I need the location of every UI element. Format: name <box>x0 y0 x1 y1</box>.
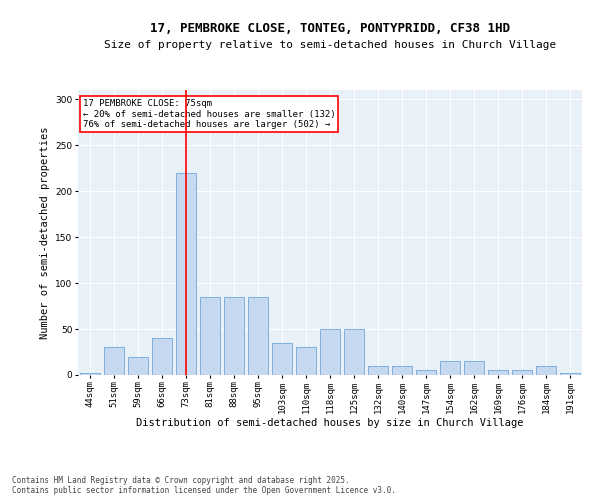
Bar <box>392 366 412 375</box>
Bar <box>368 366 388 375</box>
Bar <box>536 366 556 375</box>
Text: 17, PEMBROKE CLOSE, TONTEG, PONTYPRIDD, CF38 1HD: 17, PEMBROKE CLOSE, TONTEG, PONTYPRIDD, … <box>150 22 510 36</box>
X-axis label: Distribution of semi-detached houses by size in Church Village: Distribution of semi-detached houses by … <box>136 418 524 428</box>
Bar <box>80 373 100 375</box>
Bar <box>560 373 580 375</box>
Bar <box>440 361 460 375</box>
Bar <box>272 343 292 375</box>
Bar <box>152 338 172 375</box>
Bar <box>416 370 436 375</box>
Text: Contains HM Land Registry data © Crown copyright and database right 2025.
Contai: Contains HM Land Registry data © Crown c… <box>12 476 396 495</box>
Text: 17 PEMBROKE CLOSE: 75sqm
← 20% of semi-detached houses are smaller (132)
76% of : 17 PEMBROKE CLOSE: 75sqm ← 20% of semi-d… <box>83 99 335 129</box>
Bar <box>512 370 532 375</box>
Bar <box>224 297 244 375</box>
Bar <box>344 329 364 375</box>
Text: Size of property relative to semi-detached houses in Church Village: Size of property relative to semi-detach… <box>104 40 556 50</box>
Bar <box>320 329 340 375</box>
Bar <box>128 356 148 375</box>
Bar <box>488 370 508 375</box>
Bar <box>176 172 196 375</box>
Bar <box>248 297 268 375</box>
Bar <box>200 297 220 375</box>
Bar <box>104 348 124 375</box>
Bar <box>296 348 316 375</box>
Y-axis label: Number of semi-detached properties: Number of semi-detached properties <box>40 126 50 339</box>
Bar <box>464 361 484 375</box>
